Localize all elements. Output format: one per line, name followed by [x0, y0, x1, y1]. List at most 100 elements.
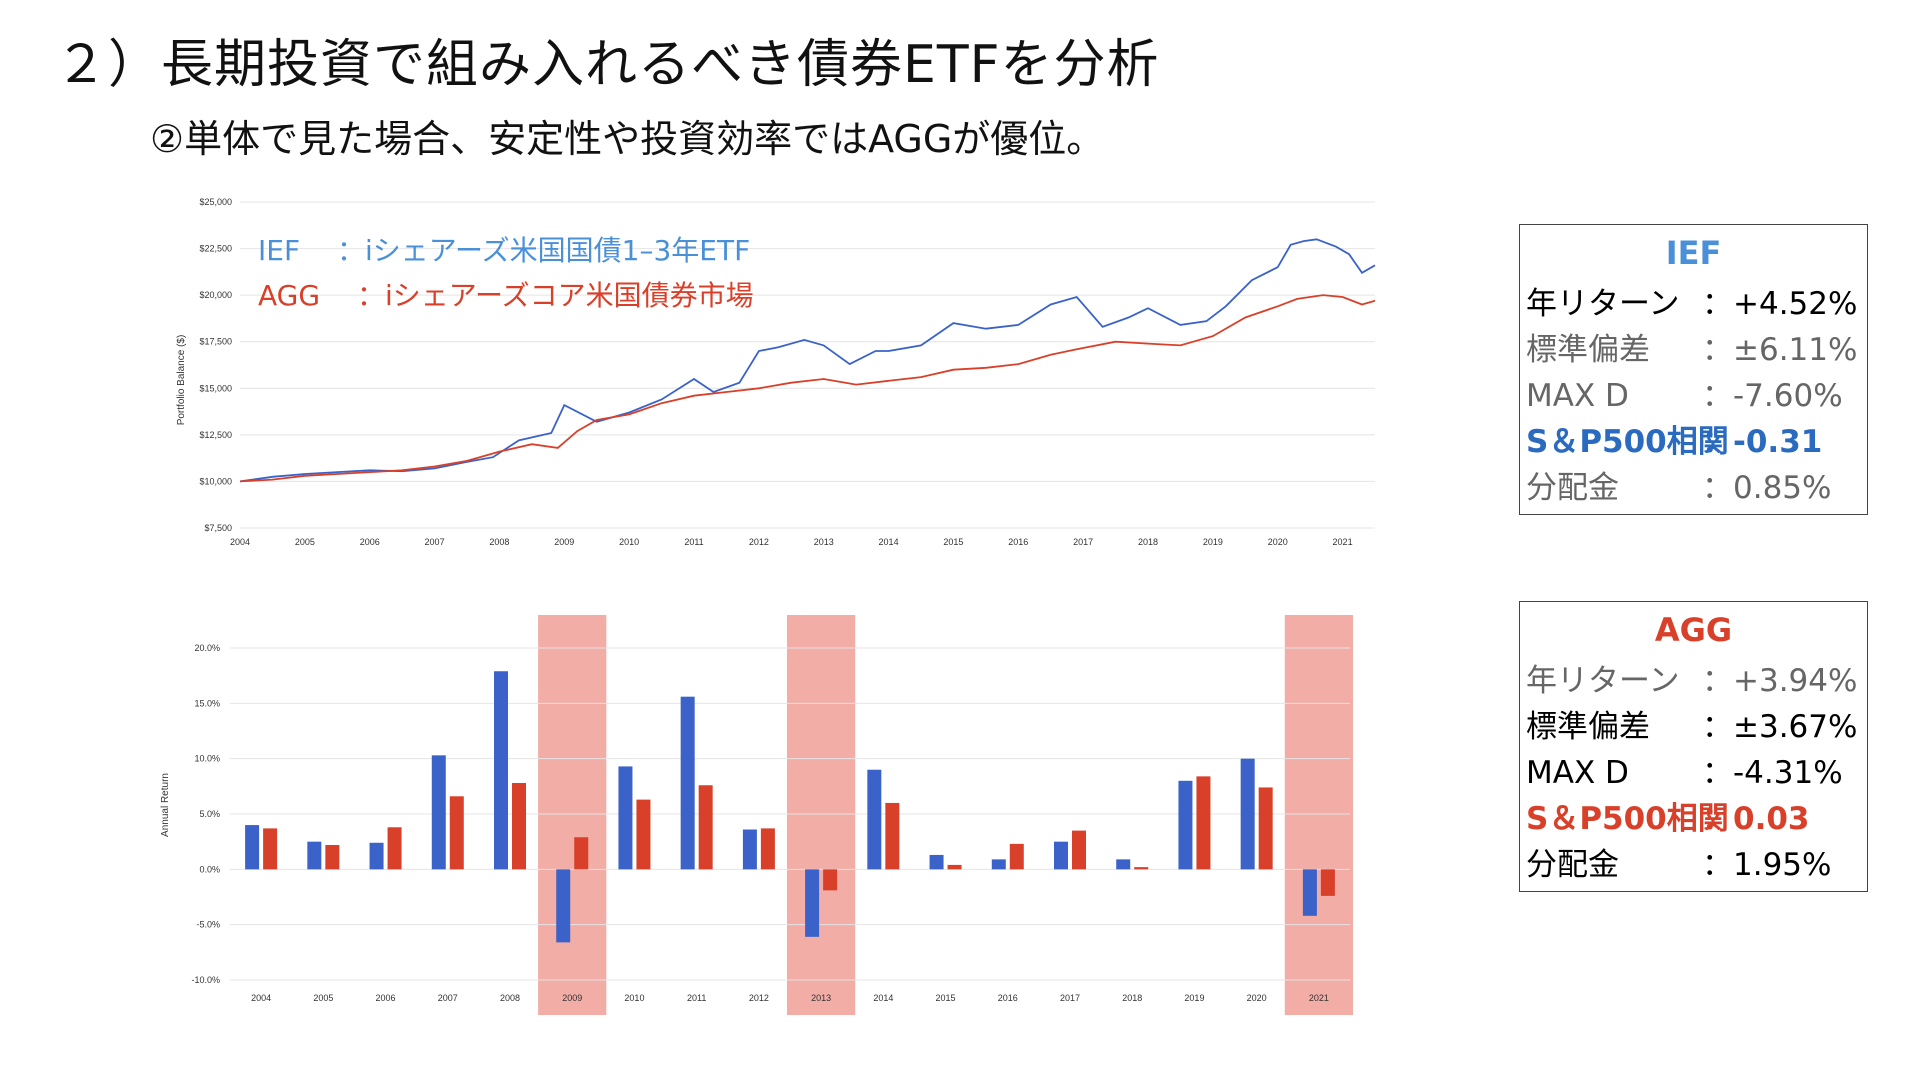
bar-chart-x-axis-ticks: 2004 2005 2006 2007 2008 2009 2010 2011 2012 2013…	[251, 993, 1329, 1003]
line-chart-x-tick-label: 2009	[554, 537, 574, 547]
bar-chart-bars	[245, 671, 1335, 943]
bar-chart-x-tick-label: 2008	[500, 993, 520, 1003]
agg-stat-value: ：±3.67%	[1702, 709, 1858, 745]
bar-chart-y-tick-label: 20.0%	[194, 643, 220, 653]
line-chart-y-tick-label: $10,000	[199, 476, 232, 486]
agg-stat-value: ：1.95%	[1702, 847, 1832, 883]
bar-chart-grid	[230, 647, 1350, 981]
bar-chart-y-tick-label: 15.0%	[194, 698, 220, 708]
line-chart-y-tick-label: $22,500	[199, 244, 232, 254]
bar-chart-y-tick-label: -5.0%	[196, 920, 220, 930]
line-chart-x-tick-label: 2016	[1008, 537, 1028, 547]
line-chart-y-tick-label: $15,000	[199, 383, 232, 393]
bar-chart-y-tick-label: 5.0%	[199, 809, 220, 819]
ief-bar-2021	[1302, 869, 1317, 916]
bar-chart-x-tick-label: 2016	[998, 993, 1018, 1003]
ief-stat-label: S＆P500相関	[1526, 424, 1729, 460]
ief-bar-2017	[1054, 841, 1068, 870]
ief-balance-line	[239, 238, 1376, 483]
agg-bar-2004	[263, 828, 278, 870]
line-chart-x-tick-label: 2004	[230, 537, 250, 547]
ief-bar-2006	[369, 842, 384, 870]
bar-chart-x-tick-label: 2010	[624, 993, 644, 1003]
agg-bar-2015	[947, 864, 962, 870]
line-chart-series	[239, 238, 1376, 483]
agg-bar-2018	[1134, 867, 1149, 870]
agg-bar-2013	[823, 869, 838, 891]
ief-stat-label: 標準偏差	[1526, 332, 1650, 368]
agg-bar-2009	[574, 837, 589, 870]
bar-chart-x-tick-label: 2018	[1122, 993, 1142, 1003]
line-chart-x-tick-label: 2014	[879, 537, 899, 547]
agg-bar-2006	[387, 827, 402, 870]
bar-chart-y-tick-label: 0.0%	[199, 864, 220, 874]
ief-bar-2004	[245, 825, 260, 870]
slide-title: ２）長期投資で組み入れるべき債券ETFを分析	[55, 35, 1160, 95]
line-chart-x-tick-label: 2006	[360, 537, 380, 547]
agg-bar-2010	[636, 799, 651, 870]
agg-bar-2021	[1320, 869, 1335, 896]
ief-stat-row: 分配金 ：0.85%	[1520, 465, 1867, 511]
ief-stat-value: ：-7.60%	[1702, 378, 1843, 414]
agg-stats-box: AGG 年リターン ：+3.94% 標準偏差 ：±3.67% MAX D ：-4.31% S…	[1519, 601, 1868, 892]
agg-stat-label: S＆P500相関	[1526, 801, 1729, 837]
agg-bar-2012	[760, 828, 775, 870]
ief-stat-label: 年リターン	[1526, 286, 1680, 322]
highlight-band-2009	[538, 615, 607, 1015]
ief-stat-row: S＆P500相関 ：-0.31	[1520, 419, 1867, 465]
ief-stat-value: ：+4.52%	[1702, 286, 1858, 322]
ief-stat-value: ：±6.11%	[1702, 332, 1858, 368]
ief-stats-header: IEF	[1665, 234, 1722, 272]
agg-bar-2011	[698, 785, 713, 870]
line-chart-x-tick-label: 2019	[1203, 537, 1223, 547]
ief-stat-value: ：0.85%	[1702, 470, 1832, 506]
line-chart-x-tick-label: 2015	[943, 537, 963, 547]
line-chart-x-tick-label: 2007	[425, 537, 445, 547]
line-chart-x-tick-label: 2021	[1333, 537, 1353, 547]
agg-bar-2020	[1258, 787, 1273, 870]
highlight-band-2013	[787, 615, 856, 1015]
bar-chart-y-tick-label: 10.0%	[194, 754, 220, 764]
ief-bar-2008	[494, 671, 508, 870]
line-chart-y-axis-label: Portfolio Balance ($)	[176, 335, 187, 426]
agg-stat-label: 年リターン	[1526, 663, 1680, 699]
line-chart-y-tick-label: $7,500	[204, 523, 232, 533]
line-chart-x-axis-ticks: 2004 2005 2006 2007 2008 2009 2010 2011 2012 2013…	[230, 537, 1353, 547]
line-chart-x-tick-label: 2013	[814, 537, 834, 547]
bar-chart-x-tick-label: 2014	[873, 993, 893, 1003]
bar-chart-x-tick-label: 2012	[749, 993, 769, 1003]
agg-stat-row: 標準偏差 ：±3.67%	[1520, 704, 1867, 750]
line-chart-y-tick-label: $12,500	[199, 430, 232, 440]
line-chart-x-tick-label: 2005	[295, 537, 315, 547]
agg-bar-2017	[1072, 830, 1086, 870]
highlight-band-2021	[1284, 615, 1353, 1015]
line-chart-y-tick-label: $25,000	[199, 197, 232, 207]
bar-chart-highlight-bands	[538, 615, 1353, 1015]
bar-chart-x-tick-label: 2006	[376, 993, 396, 1003]
agg-stat-value: ：0.03	[1702, 801, 1810, 837]
bar-chart-x-tick-label: 2013	[811, 993, 831, 1003]
ief-stats-box: IEF 年リターン ：+4.52% 標準偏差 ：±6.11% MAX D ：-7.60% S…	[1519, 224, 1868, 515]
agg-bar-2005	[325, 844, 340, 870]
legend-ief: IEF ：iシェアーズ米国国債1–3年ETF	[258, 234, 750, 267]
ief-bar-2015	[929, 854, 944, 870]
agg-stat-label: 標準偏差	[1526, 709, 1650, 745]
agg-stat-label: MAX D	[1526, 755, 1629, 791]
bar-chart-x-tick-label: 2011	[687, 993, 706, 1003]
agg-stats-header: AGG	[1654, 611, 1733, 649]
ief-bar-2019	[1178, 780, 1193, 870]
line-chart-x-tick-label: 2010	[619, 537, 639, 547]
annual-return-bar-chart: -10.0%-5.0%0.0%5.0%10.0%15.0%20.0% 2004 2…	[160, 615, 1353, 1015]
bar-chart-y-axis-label: Annual Return	[160, 773, 171, 837]
bar-chart-x-tick-label: 2017	[1060, 993, 1080, 1003]
bar-chart-x-tick-label: 2004	[251, 993, 271, 1003]
bar-chart-x-tick-label: 2021	[1309, 993, 1329, 1003]
agg-bar-2014	[885, 802, 900, 870]
bar-chart-x-tick-label: 2020	[1247, 993, 1267, 1003]
bar-chart-x-tick-label: 2015	[936, 993, 956, 1003]
agg-stat-value: ：-4.31%	[1702, 755, 1843, 791]
agg-stat-row: 年リターン ：+3.94%	[1520, 658, 1867, 704]
slide-subtitle: ②単体で見た場合、安定性や投資効率ではAGGが優位。	[150, 117, 1105, 161]
ief-bar-2016	[991, 859, 1006, 870]
bar-chart-x-tick-label: 2019	[1184, 993, 1204, 1003]
